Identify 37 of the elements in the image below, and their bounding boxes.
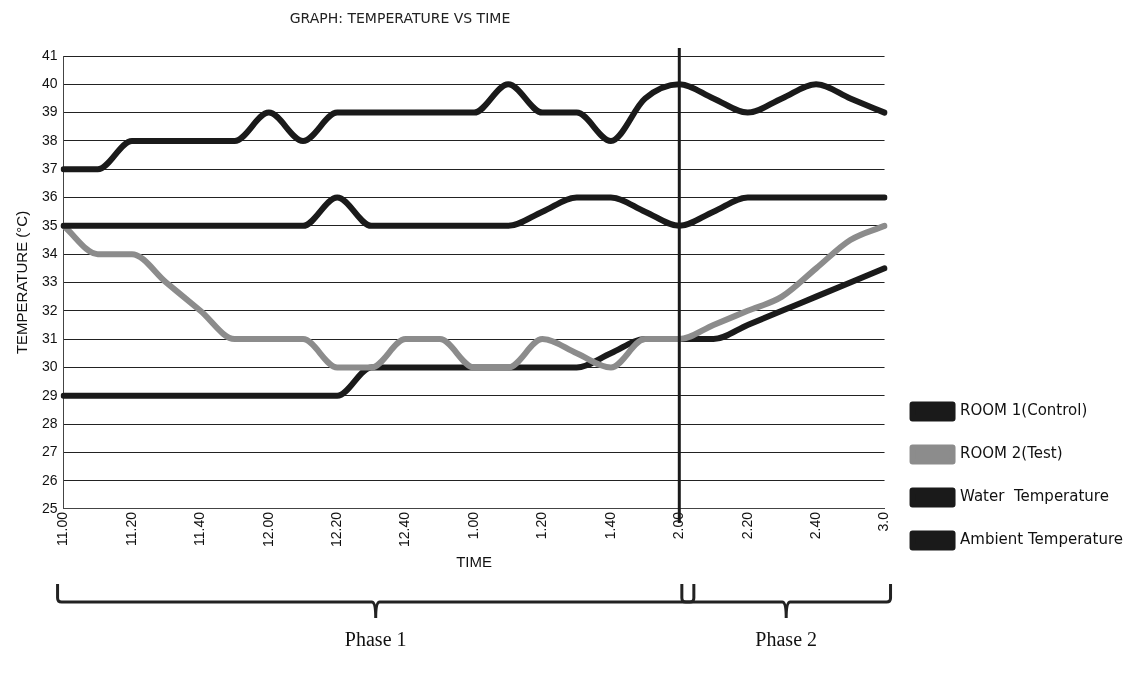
x-tick-label: 2.40 (806, 511, 823, 540)
x-tick-label: 11.20 (122, 511, 139, 546)
y-tick-label: 29 (41, 386, 58, 403)
chart-title: GRAPH: TEMPERATURE VS TIME (288, 10, 512, 26)
y-tick-label: 33 (41, 273, 58, 290)
x-tick-label: 12.40 (396, 511, 413, 548)
y-tick-label: 25 (41, 499, 58, 516)
legend-label: Water Temperature (960, 487, 1109, 506)
x-tick-label: 11.40 (191, 511, 208, 546)
y-tick-label: 34 (41, 245, 58, 262)
x-tick-label: 12.00 (259, 511, 276, 548)
y-tick-label: 37 (41, 160, 58, 177)
y-tick-label: 28 (41, 414, 58, 431)
y-tick-label: 40 (41, 75, 58, 92)
y-tick-label: 36 (41, 188, 58, 205)
y-tick-label: 35 (41, 216, 58, 233)
x-axis-title: TIME (456, 553, 492, 571)
y-tick-label: 38 (41, 131, 58, 148)
x-tick-label: 2.20 (738, 511, 755, 540)
x-tick-label: 1.00 (464, 511, 481, 540)
y-tick-label: 32 (41, 301, 58, 318)
y-tick-label: 31 (41, 329, 58, 346)
y-tick-label: 41 (41, 46, 58, 63)
x-tick-label: 3.0 (875, 511, 892, 532)
y-tick-label: 26 (41, 471, 58, 488)
y-tick-label: 30 (41, 358, 58, 375)
y-axis-title: TEMPERATURE (°C) (13, 210, 31, 355)
x-tick-label: 1.20 (533, 511, 550, 540)
x-tick-label: 1.40 (601, 511, 618, 540)
y-tick-label: 27 (41, 443, 58, 460)
y-tick-label: 39 (41, 103, 58, 120)
x-tick-label: 12.20 (328, 511, 345, 548)
text: Phase 2 (755, 628, 818, 651)
legend-label: ROOM 1(Control) (960, 401, 1088, 420)
legend-label: ROOM 2(Test) (960, 444, 1063, 463)
legend-label: Ambient Temperature (960, 530, 1123, 549)
text: Phase 1 (344, 628, 407, 651)
